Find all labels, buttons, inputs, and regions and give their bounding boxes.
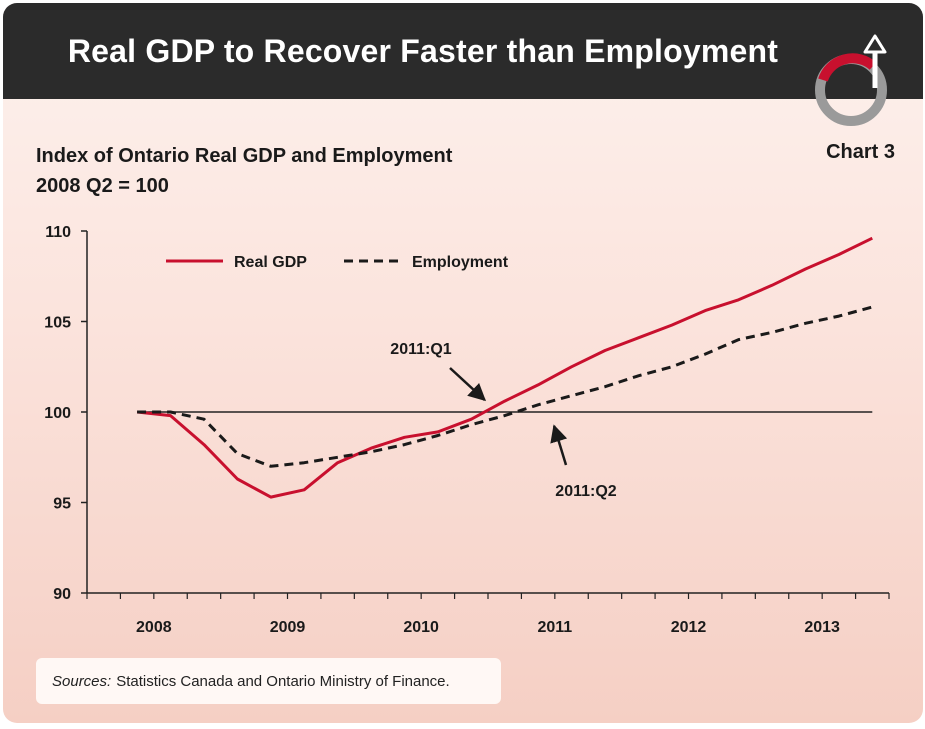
x-tick-label: 2013 [804,619,840,636]
annotation-arrow-2011q1 [449,367,486,402]
line-chart: 90 95 100 105 110 2008 2009 2010 2011 2012 2013 Rea… [44,224,890,636]
chart-title: Index of Ontario Real GDP and Employment [36,145,453,167]
chart-base-note: 2008 Q2 = 100 [36,175,169,197]
chart-subtitle: Index of Ontario Real GDP and Employment… [36,141,452,201]
annotation-label-2011q2: 2011:Q2 [555,483,616,500]
sources-note: Sources: Statistics Canada and Ontario M… [36,658,501,704]
y-tick-label: 95 [53,496,71,513]
x-tick-label: 2010 [403,619,439,636]
chart-number: Chart 3 [826,141,895,163]
y-tick-label: 110 [45,224,71,241]
y-tick-label: 90 [53,586,71,603]
annotation-arrow-2011q2 [550,424,568,466]
x-tick-label: 2008 [136,619,172,636]
ministry-logo-icon [815,34,887,126]
y-tick-label: 100 [44,405,71,422]
series-line-employment [137,305,873,468]
y-tick-label: 105 [44,315,71,332]
series-line-real-gdp [136,236,873,499]
legend-label-real-gdp: Real GDP [234,254,307,271]
sources-label: Sources: [52,672,112,690]
sources-text: Statistics Canada and Ontario Ministry o… [116,672,450,690]
x-tick-label: 2012 [671,619,707,636]
x-tick-label: 2011 [537,619,572,636]
annotation-label-2011q1: 2011:Q1 [390,341,451,358]
header-bar: Real GDP to Recover Faster than Employme… [3,3,923,99]
x-tick-label: 2009 [270,619,306,636]
chart-card: Real GDP to Recover Faster than Employme… [3,3,923,723]
legend-label-employment: Employment [412,254,509,271]
page-title: Real GDP to Recover Faster than Employme… [67,33,779,69]
